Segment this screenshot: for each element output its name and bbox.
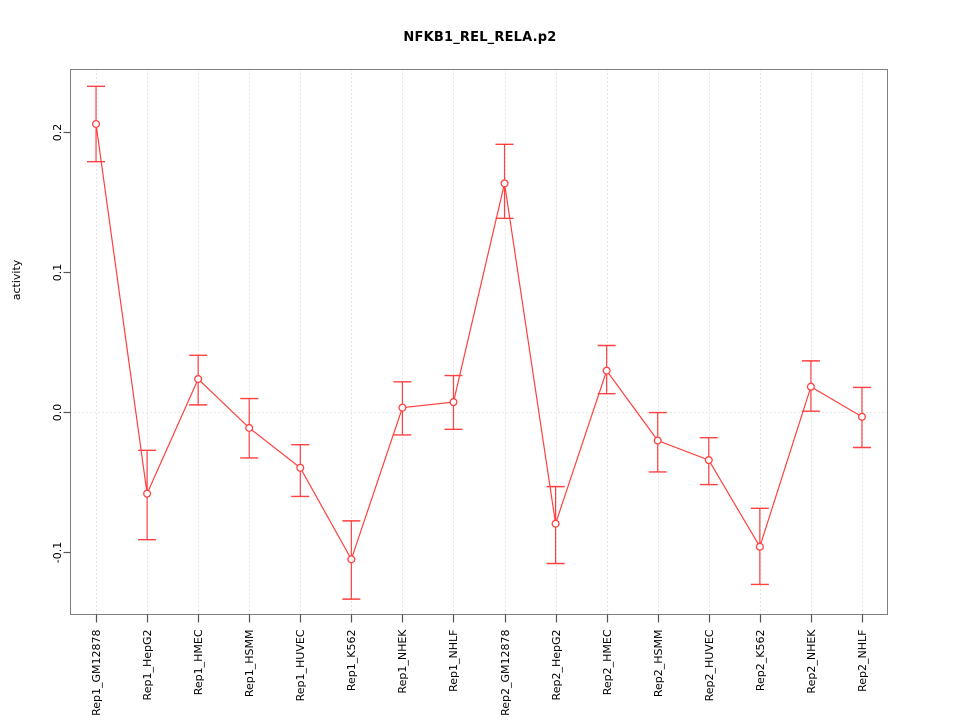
x-tick-label: Rep2_NHEK [805,629,818,694]
x-tick-label: Rep1_GM12878 [90,630,103,716]
x-tick-label: Rep1_K562 [345,630,358,692]
x-tick-label: Rep1_NHEK [396,629,409,694]
error-bars [87,85,871,600]
data-point-marker [347,555,356,564]
series-polyline [95,123,863,561]
data-point-marker [551,519,560,528]
y-tick-label: 0.1 [51,264,64,282]
data-point-marker [755,542,764,551]
gridlines [96,69,863,615]
data-point-marker [449,398,458,407]
data-point-marker [806,382,815,391]
data-point-markers [91,119,867,564]
x-tick-label: Rep2_GM12878 [499,630,512,716]
data-point-marker [143,489,152,498]
y-tick-label: 0.2 [51,124,64,142]
data-point-marker [91,119,101,129]
data-point-marker [245,423,254,432]
x-axis-ticks [95,614,864,623]
y-axis-ticks: -0.1 0.0 0.1 0.2 [51,124,71,563]
x-tick-label: Rep2_K562 [754,630,767,692]
x-tick-label: Rep2_HUVEC [703,629,716,701]
data-point-marker [296,463,305,472]
x-tick-label: Rep2_HepG2 [550,630,563,701]
x-axis-tick-labels: Rep1_GM12878 Rep1_HepG2 Rep1_HMEC Rep1_HSMM… [90,629,869,716]
x-tick-label: Rep2_NHLF [856,630,869,692]
x-tick-label: Rep1_HSMM [243,630,256,698]
data-point-marker [653,436,662,445]
data-series-line [95,123,863,561]
x-tick-label: Rep1_NHLF [447,630,460,692]
x-tick-label: Rep1_HMEC [192,629,205,695]
data-point-marker [704,456,713,465]
x-tick-label: Rep1_HepG2 [141,630,154,701]
x-tick-label: Rep1_HUVEC [294,629,307,701]
x-tick-label: Rep2_HMEC [601,629,614,695]
data-point-marker [194,374,203,384]
data-point-marker [500,179,509,188]
data-point-marker [398,403,407,412]
y-tick-label: 0.0 [51,404,64,422]
y-tick-label: -0.1 [51,542,64,563]
plot-frame [70,69,888,615]
x-tick-label: Rep2_HSMM [652,630,665,698]
data-point-marker [857,412,867,421]
data-point-marker [602,366,611,375]
page-title: NFKB1_REL_RELA.p2 [403,30,557,45]
